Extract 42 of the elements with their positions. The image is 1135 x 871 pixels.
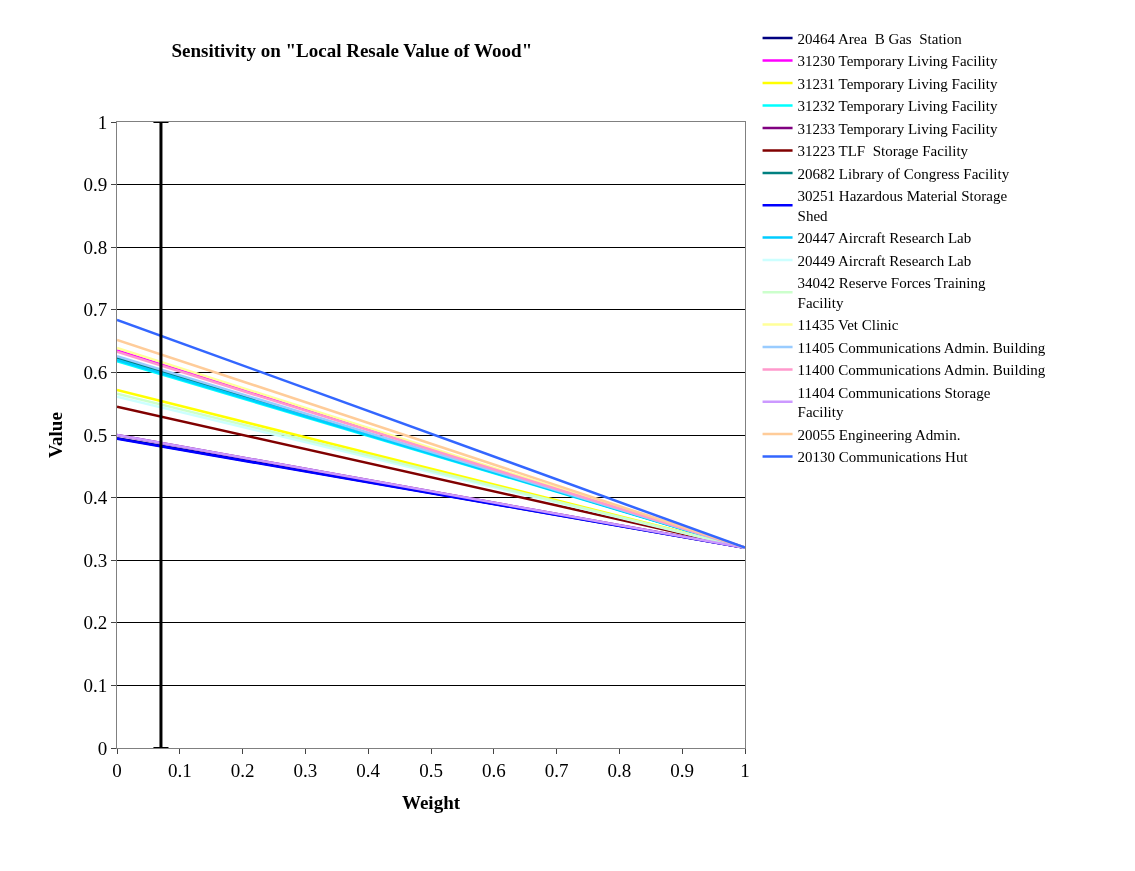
y-tick-label: 0.1 (83, 675, 108, 697)
y-tick-label: 0.7 (83, 299, 108, 321)
x-tick-label: 0.6 (481, 759, 506, 781)
legend-label: 11435 Vet Clinic (797, 317, 899, 334)
legend-label: 31231 Temporary Living Facility (797, 75, 998, 92)
legend-label: 31233 Temporary Living Facility (797, 120, 998, 137)
x-tick-label: 0.9 (670, 759, 695, 781)
legend-label: 20449 Aircraft Research Lab (797, 252, 972, 269)
x-tick-label: 0.1 (167, 759, 192, 781)
legend-label: 20447 Aircraft Research Lab (797, 230, 972, 247)
y-tick-label: 0.3 (83, 549, 108, 571)
x-tick-label: 0.5 (419, 759, 443, 781)
y-tick-label: 0.5 (83, 424, 108, 446)
legend-label: 20055 Engineering Admin. (797, 426, 961, 443)
legend-label: 20130 Communications Hut (797, 449, 969, 466)
legend-label: 11404 Communications Storage Facility (797, 384, 991, 421)
y-axis-title: Value (45, 412, 67, 458)
x-tick-label: 0.8 (607, 759, 632, 781)
legend-label: 11400 Communications Admin. Building (797, 362, 1046, 379)
legend-label: 30251 Hazardous Material Storage Shed (797, 188, 1008, 224)
legend-label: 31223 TLF Storage Facility (797, 143, 969, 160)
x-tick-label: 0 (112, 759, 122, 781)
y-tick-label: 1 (97, 111, 108, 133)
y-tick-label: 0.2 (83, 612, 108, 634)
legend-label: 20464 Area B Gas Station (797, 30, 963, 47)
x-tick-label: 0.7 (544, 759, 569, 781)
legend-label: 34042 Reserve Forces Training Facility (797, 275, 986, 311)
chart-title: Sensitivity on "Local Resale Value of Wood" (171, 39, 533, 61)
y-tick-label: 0.4 (83, 487, 108, 509)
x-tick-label: 0.4 (356, 759, 381, 781)
y-tick-label: 0.9 (83, 174, 108, 196)
legend-label: 31230 Temporary Living Facility (797, 53, 998, 70)
x-axis-title: Weight (401, 791, 461, 813)
x-tick-label: 0.2 (230, 759, 255, 781)
y-tick-label: 0.6 (83, 362, 108, 384)
y-tick-label: 0.8 (83, 236, 108, 258)
legend-label: 11405 Communications Admin. Building (797, 339, 1046, 356)
x-tick-label: 1 (740, 759, 750, 781)
legend-label: 20682 Library of Congress Facility (797, 165, 1010, 182)
x-tick-label: 0.3 (293, 759, 318, 781)
legend-label: 31232 Temporary Living Facility (797, 98, 998, 115)
y-tick-label: 0 (97, 737, 108, 759)
